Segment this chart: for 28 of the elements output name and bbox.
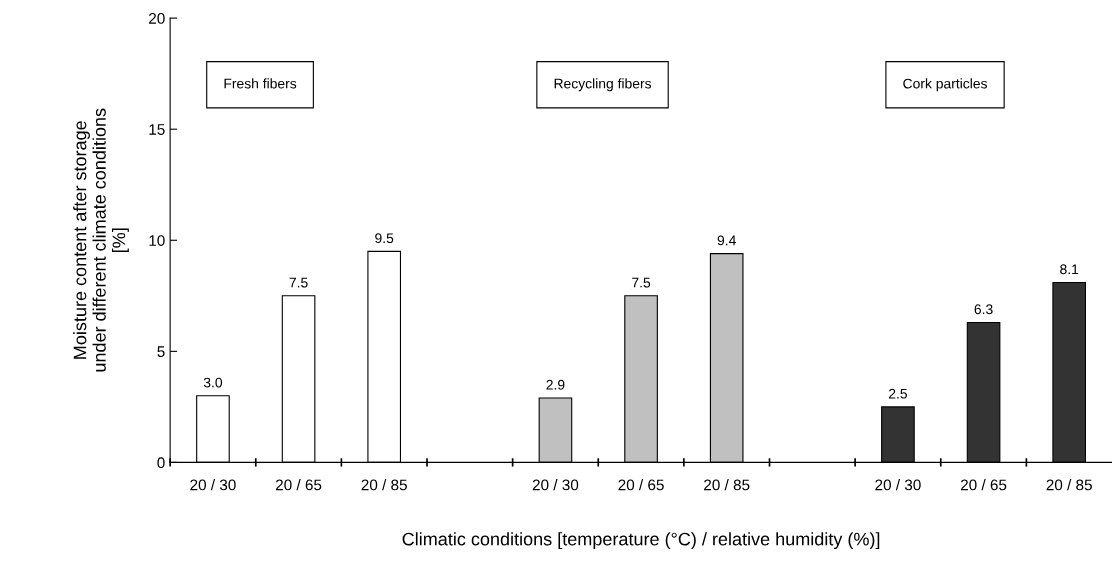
x-tick-label: 20 / 30	[532, 479, 579, 491]
data-label: 2.5	[888, 388, 908, 399]
x-axis-title: Climatic conditions [temperature (°C) / relative humidity (%)]	[402, 532, 880, 550]
x-tick-label: 20 / 30	[875, 479, 921, 491]
data-label: 7.5	[632, 277, 651, 288]
x-tick-label: 20 / 65	[960, 479, 1007, 491]
data-label: 6.3	[974, 304, 993, 315]
y-tick-label: 20	[149, 12, 165, 24]
y-axis-title: Moisture content after storage under different climate conditions [%]	[73, 108, 129, 372]
x-tick-label: 20 / 85	[1046, 479, 1092, 491]
x-tick-label: 20 / 65	[275, 479, 322, 491]
data-label: 2.9	[546, 379, 565, 390]
y-tick-label: 15	[149, 124, 165, 135]
x-tick-label: 20 / 30	[190, 479, 236, 491]
y-tick-label: 10	[149, 235, 165, 246]
data-label: 9.5	[375, 233, 394, 244]
data-label: 7.5	[289, 277, 308, 288]
x-tick-label: 20 / 85	[704, 479, 750, 491]
x-tick-label: 20 / 85	[361, 479, 407, 491]
y-tick-label: 5	[157, 346, 165, 358]
annotation: Recycling fibers	[554, 78, 652, 92]
y-tick-label: 0	[157, 457, 165, 469]
data-label: 3.0	[203, 377, 223, 388]
data-label: 9.4	[717, 235, 736, 246]
data-label: 8.1	[1060, 264, 1079, 275]
annotation: Cork particles	[903, 78, 987, 92]
annotation: Fresh fibers	[224, 78, 297, 89]
x-tick-label: 20 / 65	[618, 479, 664, 491]
